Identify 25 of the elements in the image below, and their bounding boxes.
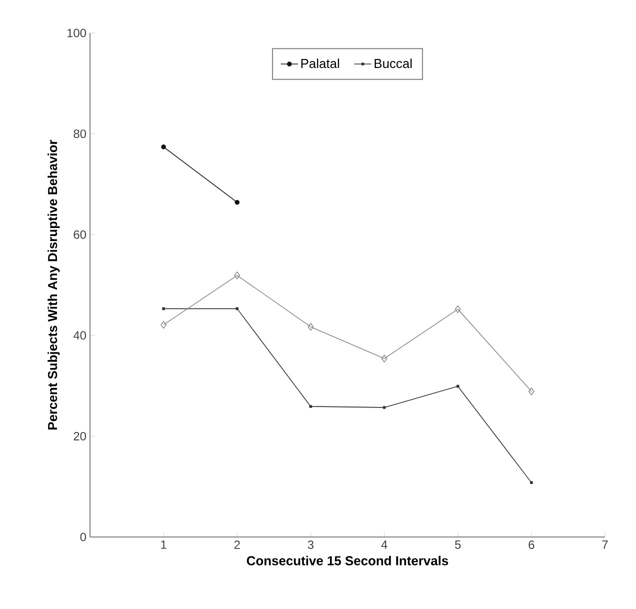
y-tick-label: 100 xyxy=(67,28,86,38)
x-tick-label: 1 xyxy=(161,540,166,549)
legend-label: Buccal xyxy=(374,58,412,68)
y-tick-label: 0 xyxy=(80,532,86,542)
y-tick-label: 60 xyxy=(74,230,86,239)
x-tick-label: 7 xyxy=(602,540,608,549)
x-tick-label: 2 xyxy=(234,540,240,549)
point xyxy=(528,387,534,396)
y-tick-label: 40 xyxy=(73,331,86,340)
point xyxy=(234,272,240,280)
point xyxy=(160,320,167,329)
y-tick-label: 20 xyxy=(74,432,86,440)
point xyxy=(308,322,314,331)
point xyxy=(454,305,461,314)
point xyxy=(381,354,388,362)
x-tick-label: 4 xyxy=(381,540,388,549)
point xyxy=(161,144,166,150)
x-tick-label: 5 xyxy=(455,540,461,549)
x-tick-label: 6 xyxy=(528,540,534,549)
x-tick-label: 3 xyxy=(308,540,314,549)
legend-label: Palatal xyxy=(301,58,340,68)
y-tick-label: 80 xyxy=(74,130,86,138)
point xyxy=(234,200,240,205)
y-axis-title: Percent Subjects With Any Disruptive Behavior xyxy=(48,140,60,430)
x-axis-title: Consecutive 15 Second Intervals xyxy=(246,556,448,566)
